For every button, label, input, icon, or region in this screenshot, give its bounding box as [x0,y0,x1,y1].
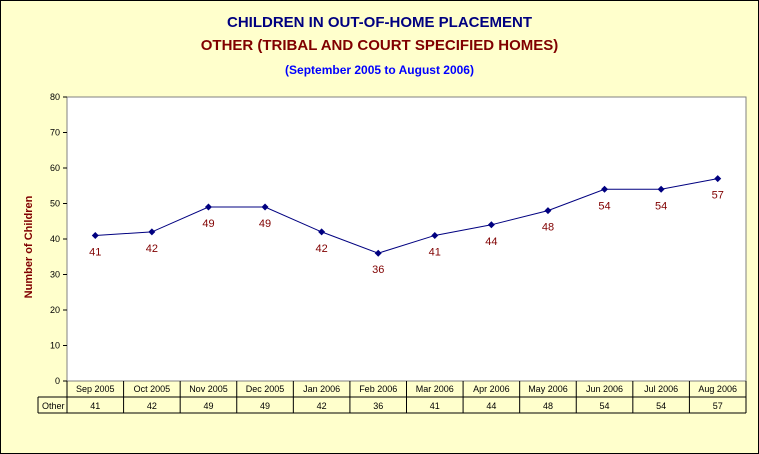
data-point [544,207,552,215]
y-tick-label: 60 [50,163,60,173]
x-tick-label: Dec 2005 [246,384,285,394]
x-tick-label: Apr 2006 [473,384,510,394]
table-value: 48 [543,401,553,411]
data-label: 49 [259,218,271,230]
x-tick-label: Jul 2006 [644,384,678,394]
y-tick-label: 80 [50,92,60,102]
table-value: 42 [147,401,157,411]
y-tick-label: 70 [50,128,60,138]
x-tick-label: Mar 2006 [416,384,454,394]
chart-title: CHILDREN IN OUT-OF-HOME PLACEMENT [227,14,532,31]
series-line [95,178,718,254]
data-label: 48 [542,222,554,234]
data-label: 54 [598,200,610,212]
data-point [204,203,212,211]
data-label: 42 [316,243,328,255]
x-tick-label: Sep 2005 [76,384,115,394]
table-value: 42 [317,401,327,411]
data-point [374,249,382,257]
table-value: 54 [600,401,610,411]
table-series-name: Other [42,401,65,411]
data-label: 49 [202,218,214,230]
x-tick-label: Jan 2006 [303,384,340,394]
chart-subtitle: OTHER (TRIBAL AND COURT SPECIFIED HOMES) [200,37,559,54]
table-value: 36 [373,401,383,411]
table-value: 41 [90,401,100,411]
data-point [487,221,495,229]
y-tick-label: 40 [50,234,60,244]
data-label: 41 [89,246,101,258]
data-point [318,228,326,236]
table-value: 49 [260,401,270,411]
data-label: 57 [712,190,724,202]
data-point [601,185,609,193]
data-point [431,231,439,239]
y-tick-label: 50 [50,199,60,209]
x-tick-label: Oct 2005 [134,384,171,394]
plot-area [66,96,747,382]
x-tick-label: May 2006 [528,384,568,394]
x-tick-label: Jun 2006 [586,384,623,394]
y-tick-label: 0 [55,376,60,386]
data-label: 41 [429,246,441,258]
table-value: 49 [203,401,213,411]
data-label: 36 [372,264,384,276]
data-label: 44 [485,236,497,248]
data-point [148,228,156,236]
table-value: 57 [713,401,723,411]
chart-period: (September 2005 to August 2006) [285,63,474,77]
data-point [261,203,269,211]
y-tick-label: 20 [50,305,60,315]
data-point [91,231,99,239]
table-value: 54 [656,401,666,411]
table-value: 41 [430,401,440,411]
table-value: 44 [486,401,496,411]
y-tick-label: 30 [50,270,60,280]
data-point [657,185,665,193]
data-point [714,175,722,183]
data-label: 42 [146,243,158,255]
x-tick-label: Feb 2006 [359,384,397,394]
x-tick-label: Nov 2005 [189,384,228,394]
data-label: 54 [655,200,667,212]
y-tick-label: 10 [50,341,60,351]
x-tick-label: Aug 2006 [698,384,737,394]
